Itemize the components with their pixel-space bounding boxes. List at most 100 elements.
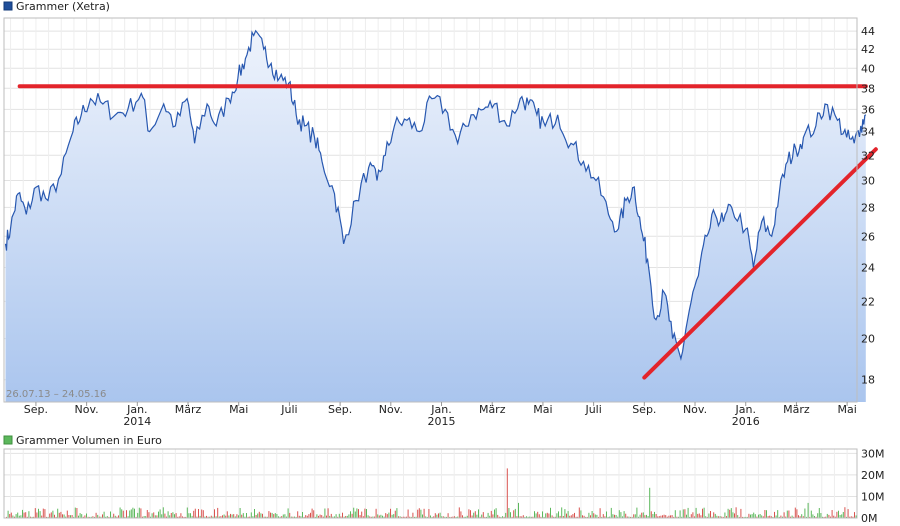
volume-bar [841, 514, 843, 518]
volume-bar [697, 513, 699, 518]
volume-bar [222, 515, 223, 518]
volume-bar [457, 516, 459, 518]
volume-bar [663, 514, 665, 518]
volume-bar [814, 516, 815, 518]
volume-bar [431, 516, 433, 518]
volume-bar [454, 516, 455, 518]
price-xtick-label: Mai [533, 403, 552, 416]
volume-bar [262, 513, 263, 518]
volume-bar [735, 507, 737, 518]
volume-bar [642, 512, 644, 518]
volume-bar [38, 508, 39, 518]
volume-bar [764, 510, 766, 518]
volume-bar [145, 516, 147, 518]
volume-bar [54, 514, 55, 518]
volume-bar [554, 516, 556, 518]
volume-bar [633, 514, 635, 518]
volume-bar [337, 516, 339, 518]
volume-bar [129, 510, 131, 518]
volume-bar [58, 512, 60, 518]
volume-bar [402, 516, 404, 518]
volume-bar [484, 516, 486, 518]
volume-bar [847, 509, 849, 518]
volume-bar [134, 508, 135, 518]
volume-bar [545, 513, 547, 518]
volume-bar [508, 508, 510, 518]
volume-bar [268, 511, 270, 518]
volume-bar [151, 513, 153, 518]
volume-bar [233, 514, 235, 518]
volume-bar [140, 508, 142, 518]
volume-bar [351, 513, 353, 518]
volume-bar [57, 508, 59, 518]
volume-bar [103, 511, 105, 518]
volume-bar [662, 515, 663, 518]
volume-bar [474, 511, 476, 518]
volume-bar [148, 512, 150, 518]
price-ytick-label: 34 [861, 126, 875, 139]
volume-bar [110, 511, 111, 518]
volume-bar [167, 511, 169, 518]
volume-bar [444, 516, 446, 518]
price-ytick-label: 42 [861, 43, 875, 56]
volume-bar [263, 516, 265, 518]
volume-bar [231, 514, 233, 518]
volume-bar [598, 516, 599, 518]
volume-bar [670, 515, 671, 518]
volume-bar [724, 512, 726, 518]
volume-bar [318, 515, 319, 518]
volume-bar [738, 516, 740, 518]
volume-bar [142, 516, 143, 518]
volume-bar [777, 510, 779, 518]
volume-bar [537, 511, 539, 518]
volume-bar [180, 513, 182, 518]
volume-bar [324, 508, 326, 518]
volume-bar [356, 508, 358, 518]
volume-bar [748, 513, 750, 518]
volume-bar [609, 516, 611, 518]
volume-bar [506, 468, 508, 518]
volume-bar [823, 516, 825, 518]
volume-bar [193, 510, 195, 518]
volume-bar [348, 514, 350, 518]
volume-bar [644, 515, 646, 518]
volume-bar [74, 507, 76, 518]
volume-bar [191, 515, 193, 518]
volume-bar [486, 516, 487, 518]
volume-bar [524, 516, 526, 518]
volume-bar [346, 515, 348, 518]
volume-bar [686, 514, 687, 518]
volume-bar [618, 510, 620, 518]
volume-bar [434, 513, 436, 518]
volume-bar [796, 509, 798, 518]
volume-bar [722, 516, 724, 518]
volume-bar [375, 508, 377, 518]
volume-bar [615, 515, 617, 518]
volume-bar [542, 511, 543, 518]
price-panel-frame [3, 17, 858, 403]
volume-bar [393, 514, 395, 518]
volume-bar [758, 514, 759, 518]
volume-bar [647, 516, 649, 518]
volume-bar [449, 516, 451, 518]
volume-bar [62, 514, 63, 518]
volume-bar [518, 502, 519, 518]
volume-bar [311, 508, 313, 518]
volume-bar [767, 516, 769, 518]
volume-bar [92, 516, 94, 518]
volume-bar [218, 516, 220, 518]
volume-bar [460, 511, 462, 518]
volume-bar [350, 511, 351, 518]
volume-bar [780, 515, 782, 518]
volume-bar [146, 510, 148, 518]
volume-bar [314, 516, 316, 518]
volume-bar [78, 515, 79, 518]
volume-bar [198, 509, 199, 518]
volume-bar [574, 512, 575, 518]
volume-bar [60, 511, 62, 518]
volume-bar [740, 508, 742, 518]
volume-bar [580, 510, 582, 518]
volume-bar [812, 514, 814, 518]
volume-bar [353, 507, 355, 518]
volume-bar [473, 512, 475, 518]
